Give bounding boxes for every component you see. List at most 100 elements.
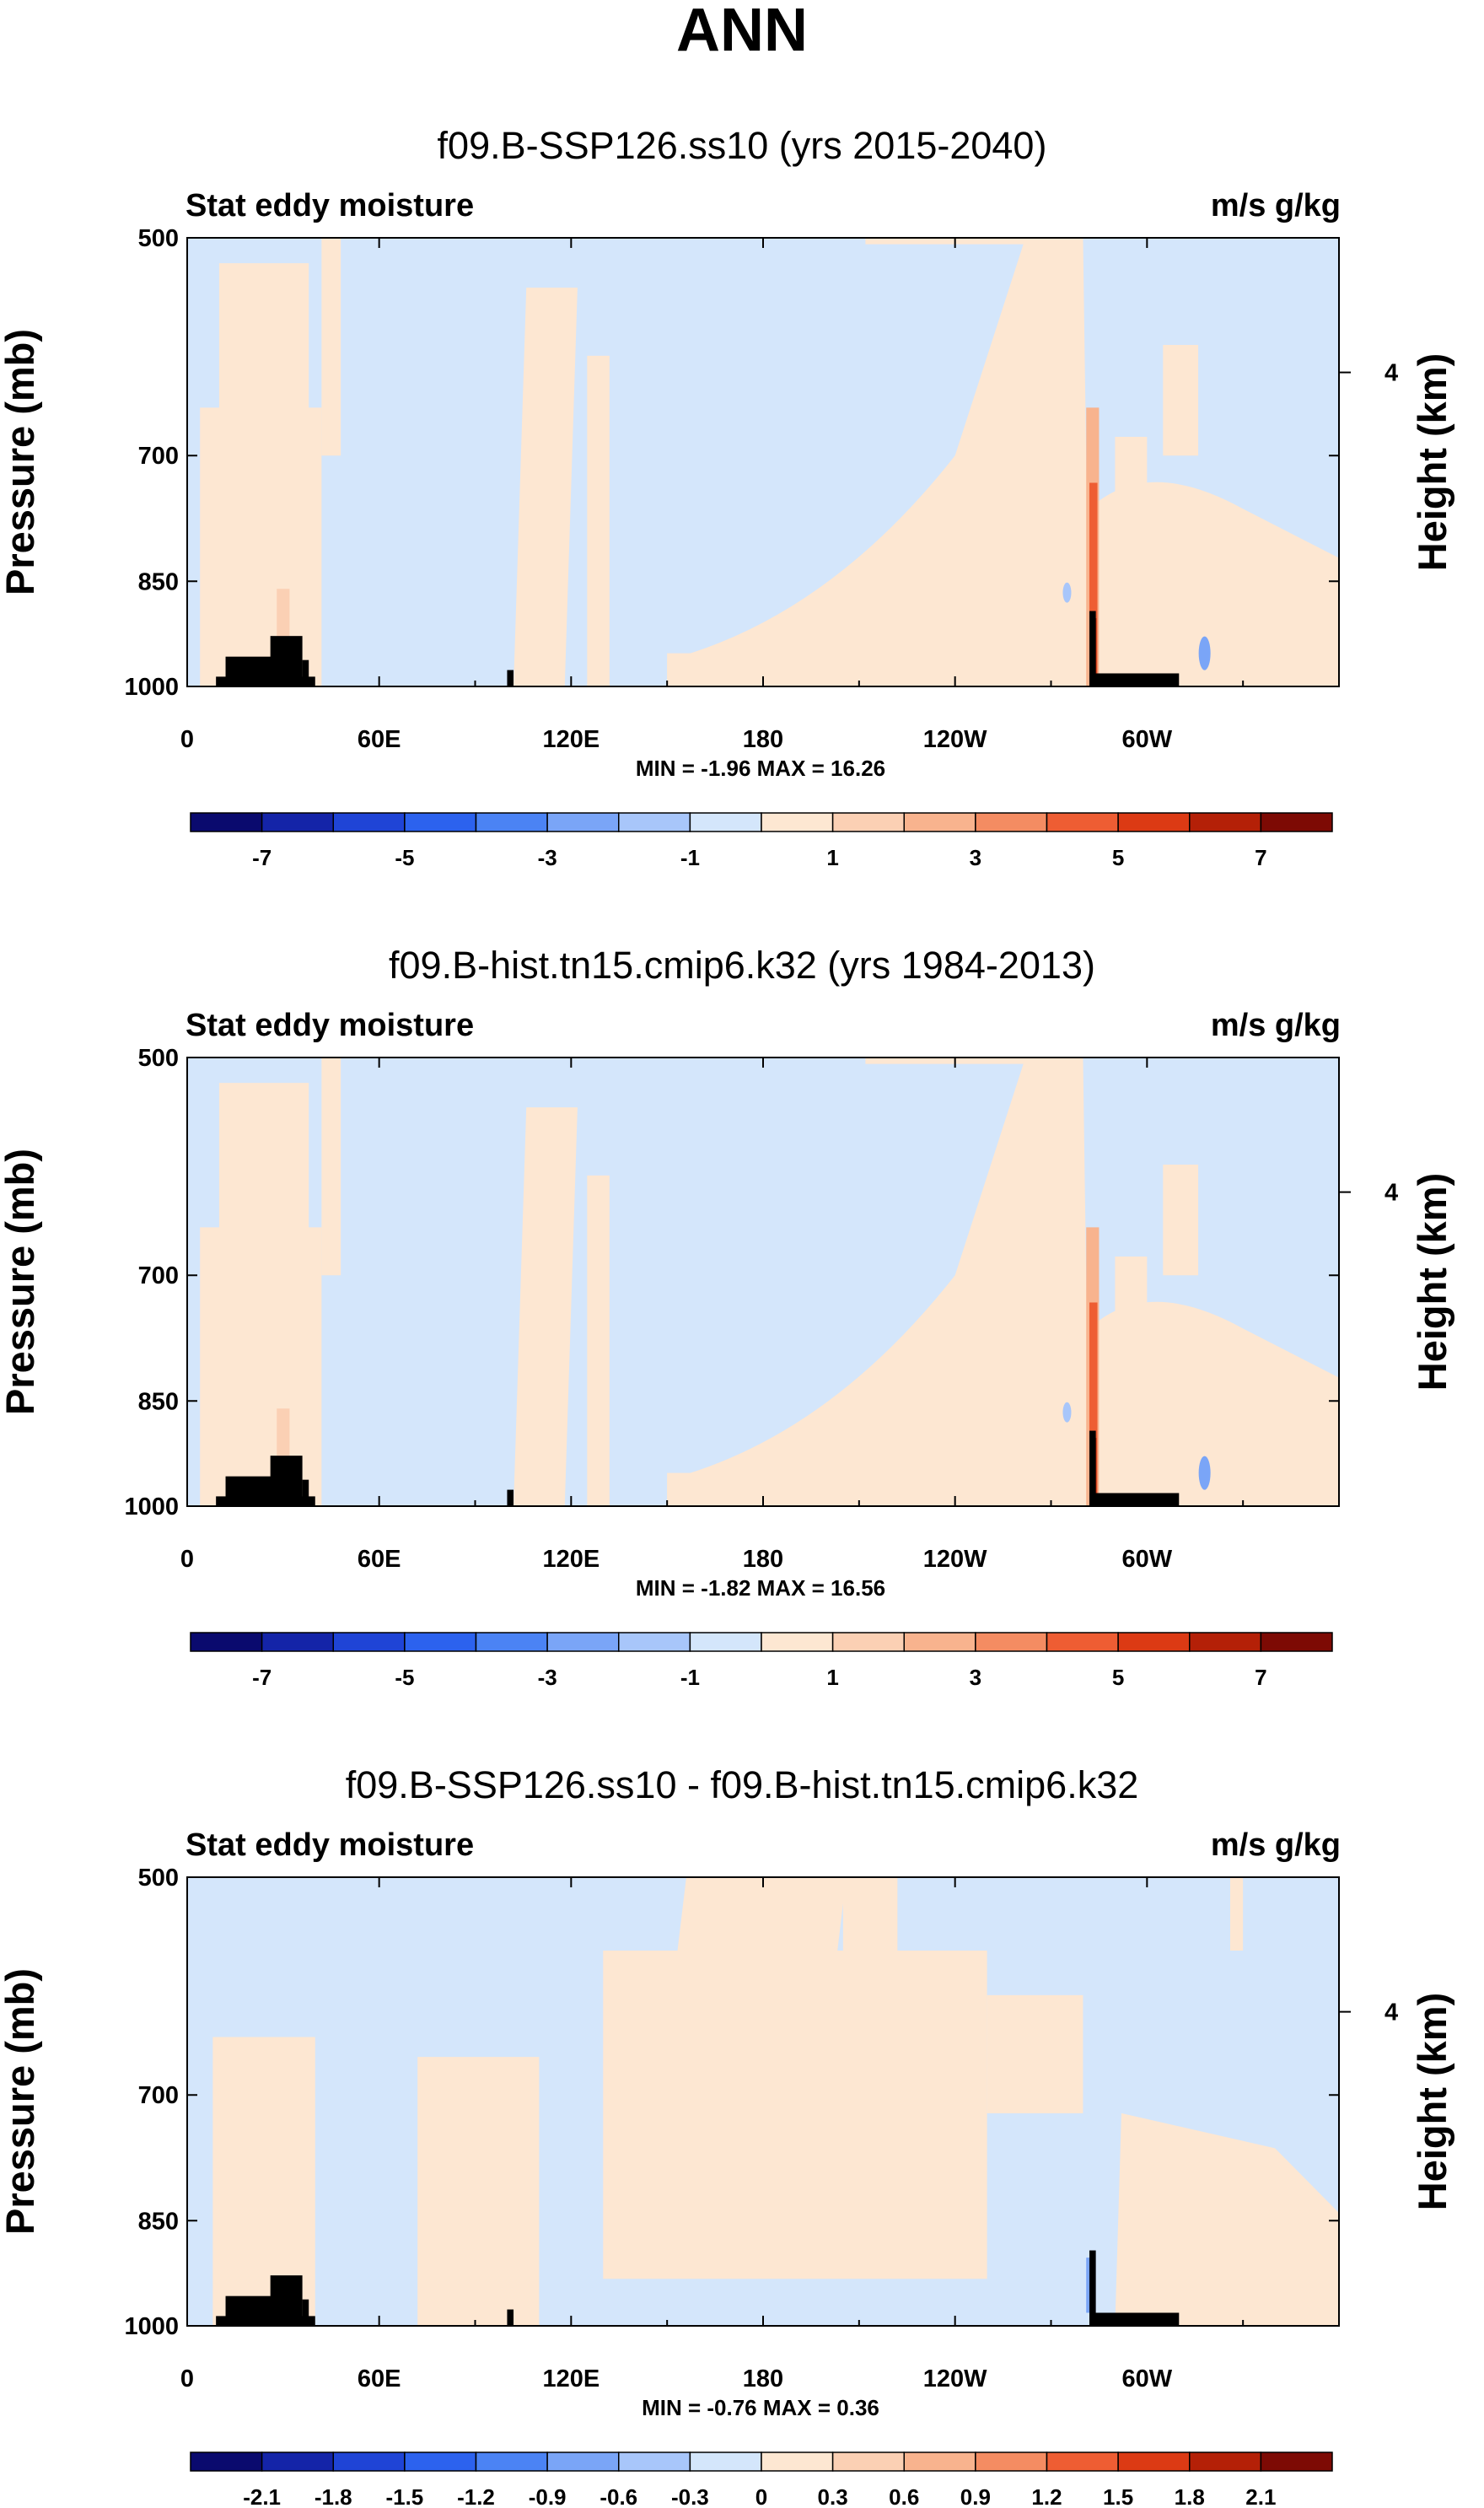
colorbar-label: 1.5 xyxy=(1103,2484,1133,2508)
panel-title: f09.B-SSP126.ss10 (yrs 2015-2040) xyxy=(438,124,1047,167)
colorbar-label: 0 xyxy=(755,2484,767,2508)
colorbar-box xyxy=(1046,1632,1119,1652)
minmax-label: MIN = -1.82 MAX = 16.56 xyxy=(636,1575,885,1601)
x-tick-label: 0 xyxy=(180,1546,194,1573)
colorbar-label: -0.3 xyxy=(671,2484,709,2508)
x-tick-label: 180 xyxy=(743,1546,783,1573)
y-tick-label: 1000 xyxy=(124,1493,179,1520)
x-tick-label: 60E xyxy=(358,2365,401,2392)
topography-mask xyxy=(1089,2250,1096,2326)
contour-field xyxy=(187,1877,1339,2326)
y-tick-label: 850 xyxy=(138,2208,179,2235)
colorbar-label: -1 xyxy=(680,845,700,870)
x-tick-label: 120E xyxy=(542,726,600,753)
panel-units-label: m/s g/kg xyxy=(1211,1008,1341,1043)
y-tick-label: 500 xyxy=(138,1045,179,1072)
colorbar-box xyxy=(975,1632,1048,1652)
y2-tick-label: 4 xyxy=(1385,1999,1398,2026)
colorbar-box xyxy=(404,812,477,832)
colorbar-box xyxy=(831,2451,905,2472)
contour-region xyxy=(1115,1256,1148,1329)
colorbar-label: -1.5 xyxy=(385,2484,423,2508)
contour-region xyxy=(321,1058,341,1276)
y2-axis-label: Height (km) xyxy=(1410,1173,1454,1391)
contour-region xyxy=(587,355,610,686)
colorbar-box xyxy=(761,812,834,832)
x-tick-label: 120E xyxy=(542,2365,600,2392)
topography-mask xyxy=(1089,1430,1096,1506)
panel-2: f09.B-hist.tn15.cmip6.k32 (yrs 1984-2013… xyxy=(0,944,1454,1690)
colorbar-box xyxy=(1046,2451,1119,2472)
topography-mask xyxy=(302,659,309,686)
contour-region xyxy=(667,1877,847,2037)
x-tick-label: 60E xyxy=(358,726,401,753)
x-tick-label: 0 xyxy=(180,726,194,753)
colorbar-box xyxy=(618,2451,691,2472)
contour-region xyxy=(865,238,1051,245)
colorbar-box xyxy=(689,2451,762,2472)
colorbar-box xyxy=(190,812,263,832)
y-axis-label: Pressure (mb) xyxy=(0,329,42,595)
y-tick-label: 1000 xyxy=(124,2313,179,2340)
colorbar-box xyxy=(975,812,1048,832)
panel-units-label: m/s g/kg xyxy=(1211,1827,1341,1863)
colorbar-box xyxy=(475,2451,548,2472)
contour-region xyxy=(218,263,309,456)
colorbar-label: 5 xyxy=(1112,1665,1124,1690)
contour-region xyxy=(587,1175,610,1506)
x-tick-label: 180 xyxy=(743,726,783,753)
contour-region xyxy=(1062,1402,1072,1423)
colorbar-box xyxy=(1260,812,1333,832)
colorbar-box xyxy=(903,812,976,832)
colorbar-box xyxy=(1117,812,1191,832)
contour-region xyxy=(842,1877,898,2149)
colorbar-label: 3 xyxy=(970,845,981,870)
colorbar-label: -7 xyxy=(252,1665,272,1690)
contour-region xyxy=(1163,1165,1199,1276)
colorbar-box xyxy=(261,812,334,832)
x-tick-label: 180 xyxy=(743,2365,783,2392)
contour-region xyxy=(277,589,290,640)
y-tick-label: 850 xyxy=(138,1388,179,1415)
colorbar-label: -5 xyxy=(395,845,414,870)
colorbar-box xyxy=(831,1632,905,1652)
contour-region xyxy=(667,238,1090,686)
contour-region xyxy=(513,288,578,686)
colorbar-box xyxy=(1046,812,1119,832)
contour-region xyxy=(1198,636,1211,670)
contour-region xyxy=(1229,1877,1244,1951)
colorbar-box xyxy=(618,1632,691,1652)
panel-variable-label: Stat eddy moisture xyxy=(186,1008,474,1043)
colorbar-box xyxy=(689,812,762,832)
contour-region xyxy=(1062,582,1072,603)
topography-mask xyxy=(270,2275,303,2326)
panel-title: f09.B-SSP126.ss10 - f09.B-hist.tn15.cmip… xyxy=(346,1763,1139,1806)
x-tick-label: 120W xyxy=(923,1546,987,1573)
colorbar-label: -0.6 xyxy=(600,2484,637,2508)
minmax-label: MIN = -1.96 MAX = 16.26 xyxy=(636,756,885,781)
y-tick-label: 700 xyxy=(138,2082,179,2109)
colorbar-label: -3 xyxy=(538,1665,557,1690)
y-tick-label: 850 xyxy=(138,568,179,595)
contour-field xyxy=(187,1058,1339,1506)
colorbar-box xyxy=(903,2451,976,2472)
colorbar-box xyxy=(404,2451,477,2472)
panels: f09.B-SSP126.ss10 (yrs 2015-2040) Stat ed… xyxy=(0,124,1454,2508)
x-tick-label: 60W xyxy=(1122,726,1173,753)
colorbar-box xyxy=(1189,2451,1262,2472)
topography-mask xyxy=(270,636,303,686)
contour-region xyxy=(200,1227,322,1506)
panel-title: f09.B-hist.tn15.cmip6.k32 (yrs 1984-2013… xyxy=(389,944,1095,987)
colorbar-label: 7 xyxy=(1255,845,1266,870)
colorbar-box xyxy=(404,1632,477,1652)
colorbar-box xyxy=(475,812,548,832)
x-tick-label: 120E xyxy=(542,1546,600,1573)
topography-mask xyxy=(507,1489,514,1506)
contour-region xyxy=(865,1058,1051,1064)
colorbar-box xyxy=(546,812,620,832)
contour-region xyxy=(1115,2112,1339,2326)
colorbar-box xyxy=(1260,1632,1333,1652)
colorbar-box xyxy=(903,1632,976,1652)
colorbar-box xyxy=(546,1632,620,1652)
